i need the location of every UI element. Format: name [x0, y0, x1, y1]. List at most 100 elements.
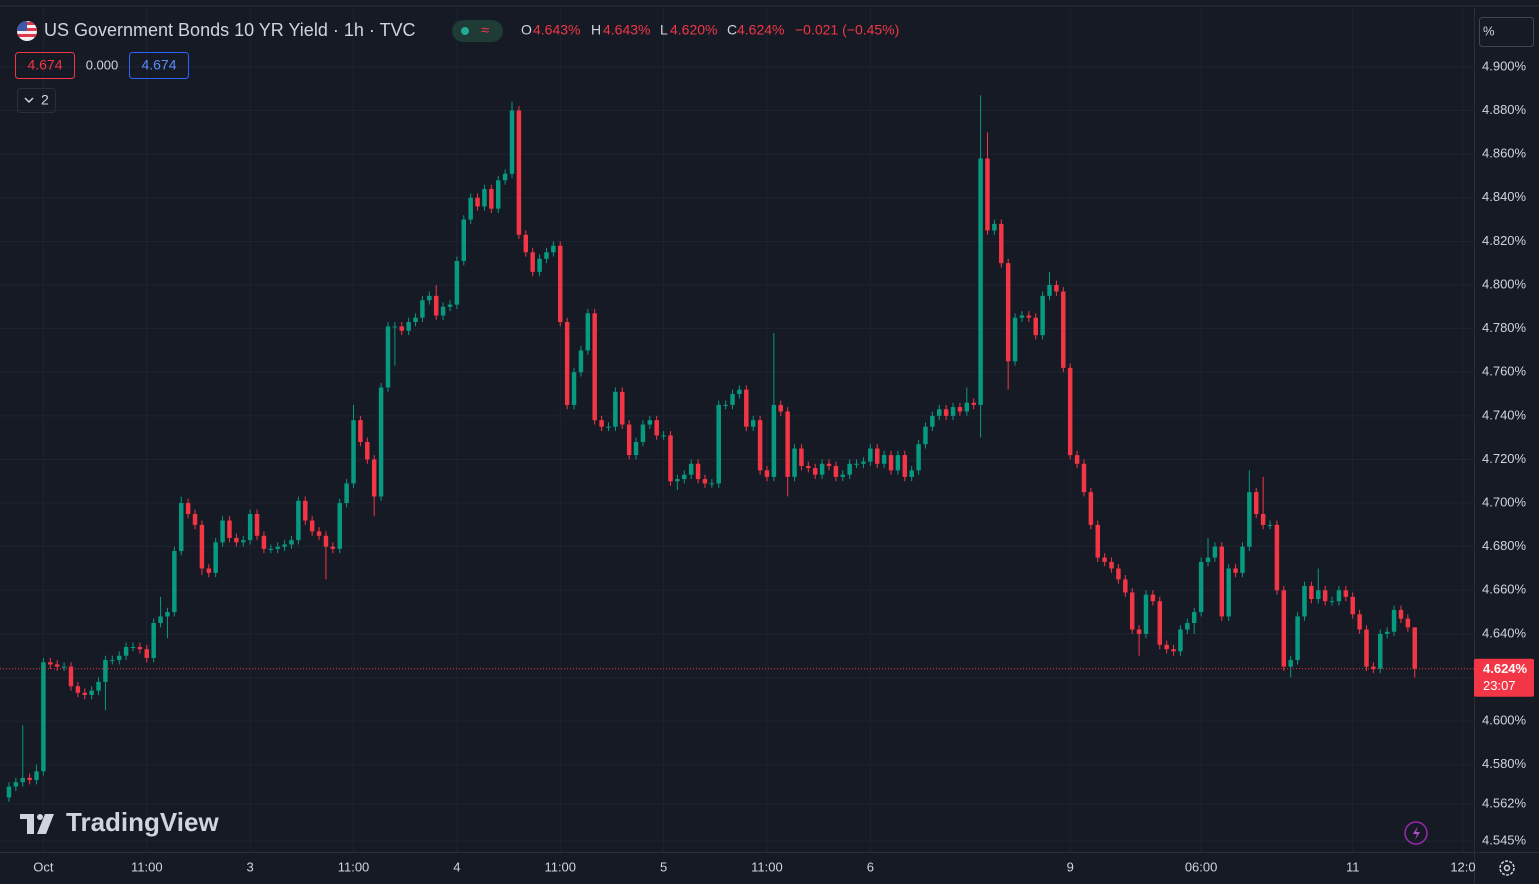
- candle-body: [358, 420, 363, 442]
- candle-body: [475, 197, 480, 207]
- candle-body: [943, 409, 949, 416]
- y-tick-label: 4.860%: [1482, 146, 1527, 161]
- candle-body: [978, 158, 983, 405]
- candle-body: [1371, 666, 1376, 669]
- candle-body: [130, 646, 136, 648]
- candle-body: [254, 513, 260, 536]
- candle-body: [1350, 596, 1355, 615]
- candle-body: [1240, 546, 1245, 573]
- candle-body: [158, 616, 163, 624]
- candle-body: [27, 777, 32, 781]
- x-tick-label: 6: [867, 859, 874, 874]
- candle-body: [103, 660, 108, 682]
- candle-body: [440, 306, 446, 316]
- alert-icon[interactable]: [1404, 821, 1428, 845]
- candle-body: [447, 304, 453, 307]
- candle-body: [558, 245, 563, 323]
- candle-body: [578, 350, 584, 373]
- candle-body: [323, 535, 329, 547]
- candle-body: [420, 300, 425, 318]
- candle-body: [730, 394, 735, 405]
- candle-body: [661, 435, 666, 437]
- candle-body: [812, 468, 818, 475]
- candle-body: [1295, 616, 1300, 661]
- candle-body: [1391, 609, 1397, 632]
- x-tick-label: 12:0: [1450, 859, 1475, 874]
- indicators-toggle[interactable]: [17, 88, 56, 113]
- candle-body: [509, 110, 515, 174]
- candle-body: [750, 420, 756, 427]
- candle-body: [537, 258, 542, 272]
- candle-body: [523, 234, 529, 253]
- candle-body: [1274, 524, 1280, 591]
- candle-body: [1198, 561, 1204, 613]
- candle-body: [737, 389, 742, 395]
- candle-body: [185, 503, 191, 514]
- candle-body: [1150, 594, 1156, 602]
- candle-body: [178, 503, 184, 552]
- candle-body: [1164, 644, 1169, 650]
- x-tick-label: 11:00: [751, 859, 783, 874]
- y-tick-label: 4.700%: [1482, 494, 1527, 509]
- candle-body: [1178, 629, 1183, 652]
- candle-body: [296, 500, 301, 541]
- candle-body: [1219, 546, 1225, 617]
- candle-body: [110, 660, 115, 662]
- countdown-label: 23:07: [1483, 678, 1516, 693]
- candle-body: [1364, 629, 1369, 667]
- candle-body: [571, 372, 577, 405]
- buy-price[interactable]: 4.674: [141, 57, 176, 73]
- candle-body: [1384, 631, 1390, 634]
- y-tick-label: 4.820%: [1482, 233, 1527, 248]
- open-label: O: [521, 22, 532, 38]
- candle-body: [399, 326, 404, 331]
- y-tick-label: 4.740%: [1482, 407, 1527, 422]
- candle-body: [206, 568, 212, 573]
- candle-body: [833, 465, 839, 477]
- x-tick-label: 11: [1346, 859, 1360, 874]
- y-tick-label: 4.800%: [1482, 276, 1527, 291]
- candle-body: [826, 463, 832, 466]
- unit-box[interactable]: [1479, 17, 1534, 47]
- candle-body: [1067, 367, 1073, 456]
- close-value: 4.624%: [737, 22, 784, 38]
- candle-body: [916, 444, 921, 471]
- buy-box[interactable]: [129, 52, 189, 79]
- candle-body: [392, 326, 398, 328]
- candle-body: [1212, 546, 1218, 558]
- symbol-title[interactable]: US Government Bonds 10 YR Yield · 1h · T…: [44, 20, 416, 40]
- candle-body: [1019, 315, 1025, 318]
- candle-body: [275, 546, 280, 549]
- sell-price[interactable]: 4.674: [27, 57, 62, 73]
- candle-body: [344, 483, 349, 504]
- candle-body: [165, 612, 170, 617]
- candle-body: [413, 317, 418, 323]
- candle-body: [1309, 585, 1314, 600]
- last-price-label: 4.624%: [1483, 661, 1528, 676]
- unit-label[interactable]: %: [1483, 23, 1495, 38]
- watermark: TradingView: [66, 807, 219, 837]
- settings-icon[interactable]: [1499, 860, 1515, 876]
- watermark-logo: [20, 814, 54, 834]
- candle-body: [1322, 590, 1328, 602]
- sell-box[interactable]: [15, 52, 75, 79]
- candle-body: [385, 326, 391, 388]
- y-tick-label: 4.900%: [1482, 58, 1527, 73]
- candle-body: [1205, 557, 1211, 562]
- candle-body: [957, 407, 963, 412]
- x-tick-label: 11:00: [131, 859, 163, 874]
- candle-body: [241, 540, 246, 543]
- x-tick-label: 11:00: [544, 859, 576, 874]
- candle-body: [971, 402, 976, 405]
- candle-body: [1226, 568, 1231, 617]
- candle-body: [433, 295, 439, 316]
- status-pill[interactable]: [452, 20, 503, 42]
- candle-body: [1136, 629, 1142, 634]
- candle-body: [1088, 492, 1094, 525]
- candle-body: [888, 455, 894, 471]
- grid: [0, 8, 1474, 852]
- candle-body: [502, 173, 508, 181]
- candle-body: [1405, 618, 1411, 628]
- indicators-count[interactable]: 2: [41, 92, 49, 108]
